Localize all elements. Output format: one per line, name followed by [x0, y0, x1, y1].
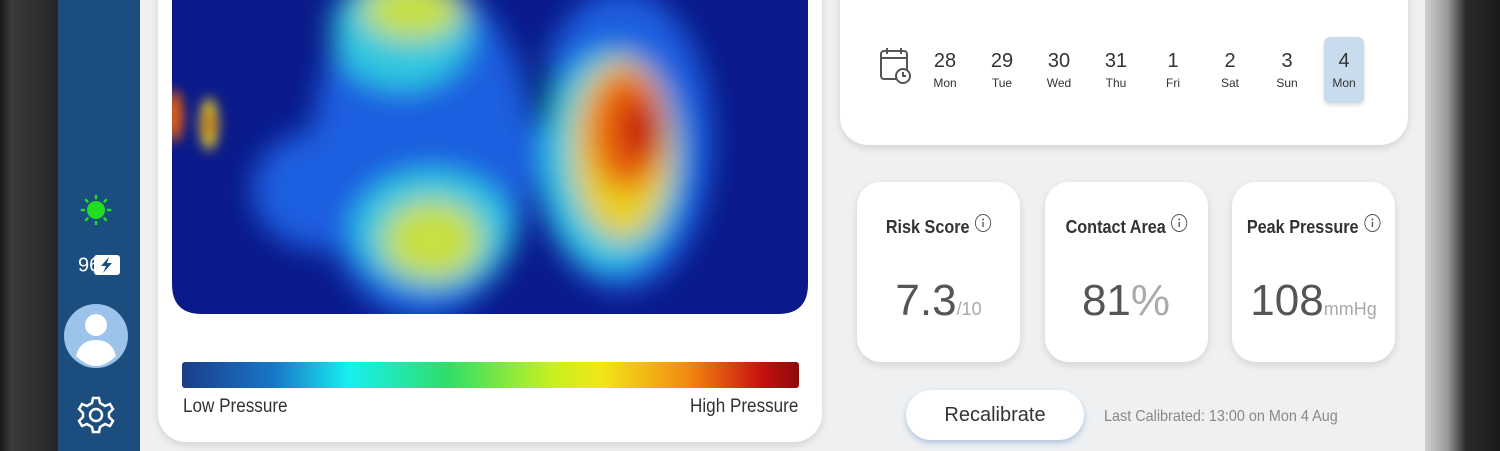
weekday: Thu — [1105, 76, 1127, 90]
info-icon[interactable] — [974, 214, 992, 232]
low-label: Low Pressure — [183, 396, 288, 417]
status-icon — [80, 194, 112, 226]
device-bezel — [0, 0, 58, 451]
metric-number: 108 — [1250, 276, 1324, 325]
metric-number: 81 — [1081, 276, 1131, 325]
avatar[interactable] — [64, 304, 128, 368]
metric-value: 108mmHg — [1232, 276, 1395, 326]
metric-card: Contact Area 81% — [1044, 182, 1208, 362]
day-item[interactable]: 29 Tue — [982, 37, 1022, 90]
settings-icon[interactable] — [77, 396, 115, 434]
metric-value: 81% — [1045, 276, 1208, 326]
day-number: 28 — [933, 50, 957, 72]
heatmap-card: Low Pressure High Pressure — [158, 0, 822, 442]
day-number: 30 — [1047, 50, 1071, 72]
recalibrate-button[interactable]: Recalibrate — [906, 390, 1084, 440]
day-number: 3 — [1281, 50, 1293, 72]
day-item[interactable]: 2 Sat — [1210, 37, 1250, 90]
sidebar-icons: 96 — [64, 194, 128, 434]
weekday: Tue — [991, 76, 1013, 90]
day-number: 31 — [1104, 50, 1128, 72]
metric-value: 7.3/10 — [857, 276, 1020, 326]
metric-unit: % — [1130, 276, 1171, 325]
battery-icon — [94, 255, 120, 275]
high-label: High Pressure — [689, 396, 798, 417]
device-bezel — [1425, 0, 1500, 451]
weekday: Mon — [933, 76, 957, 90]
last-calibrated: Last Calibrated: 13:00 on Mon 4 Aug — [1104, 408, 1338, 425]
info-icon[interactable] — [1363, 214, 1381, 232]
day-number: 29 — [990, 50, 1014, 72]
day-number: 2 — [1224, 50, 1236, 72]
weekday: Sat — [1220, 76, 1239, 90]
calendar-card: 28 Mon 29 Tue 30 Wed 31 Thu 1 Fri 2 Sat 3 Sun 4 Mon — [840, 0, 1408, 145]
metric-unit: /10 — [956, 299, 982, 319]
day-item[interactable]: 4 Mon — [1324, 37, 1364, 103]
calendar-icon — [880, 48, 911, 84]
weekday: Fri — [1166, 76, 1180, 90]
info-icon[interactable] — [1170, 214, 1187, 232]
day-item[interactable]: 28 Mon — [925, 37, 965, 90]
heatmap — [172, 0, 808, 314]
day-item[interactable]: 30 Wed — [1039, 37, 1079, 90]
day-item[interactable]: 3 Sun — [1267, 37, 1307, 90]
metric-title: Contact Area — [1053, 214, 1200, 238]
metric-unit: mmHg — [1323, 299, 1377, 319]
weekday: Mon — [1332, 76, 1356, 90]
metric-title: Peak Pressure — [1240, 214, 1387, 238]
day-number: 4 — [1338, 50, 1350, 72]
weekday: Sun — [1276, 76, 1298, 90]
weekday: Wed — [1046, 76, 1072, 90]
metric-title-text: Contact Area — [1065, 217, 1166, 237]
day-item[interactable]: 1 Fri — [1153, 37, 1193, 90]
metric-number: 7.3 — [895, 276, 957, 325]
metric-card: Peak Pressure 108mmHg — [1232, 182, 1395, 362]
battery-level: 96 — [78, 254, 100, 276]
day-number: 1 — [1167, 50, 1179, 72]
pressure-colorbar — [182, 362, 799, 388]
day-item[interactable]: 31 Thu — [1096, 37, 1136, 90]
metric-title: Risk Score — [865, 214, 1012, 238]
sidebar: 96 — [58, 0, 140, 451]
metric-title-text: Peak Pressure — [1246, 217, 1359, 237]
metric-card: Risk Score 7.3/10 — [857, 182, 1020, 362]
metric-title-text: Risk Score — [885, 217, 970, 237]
